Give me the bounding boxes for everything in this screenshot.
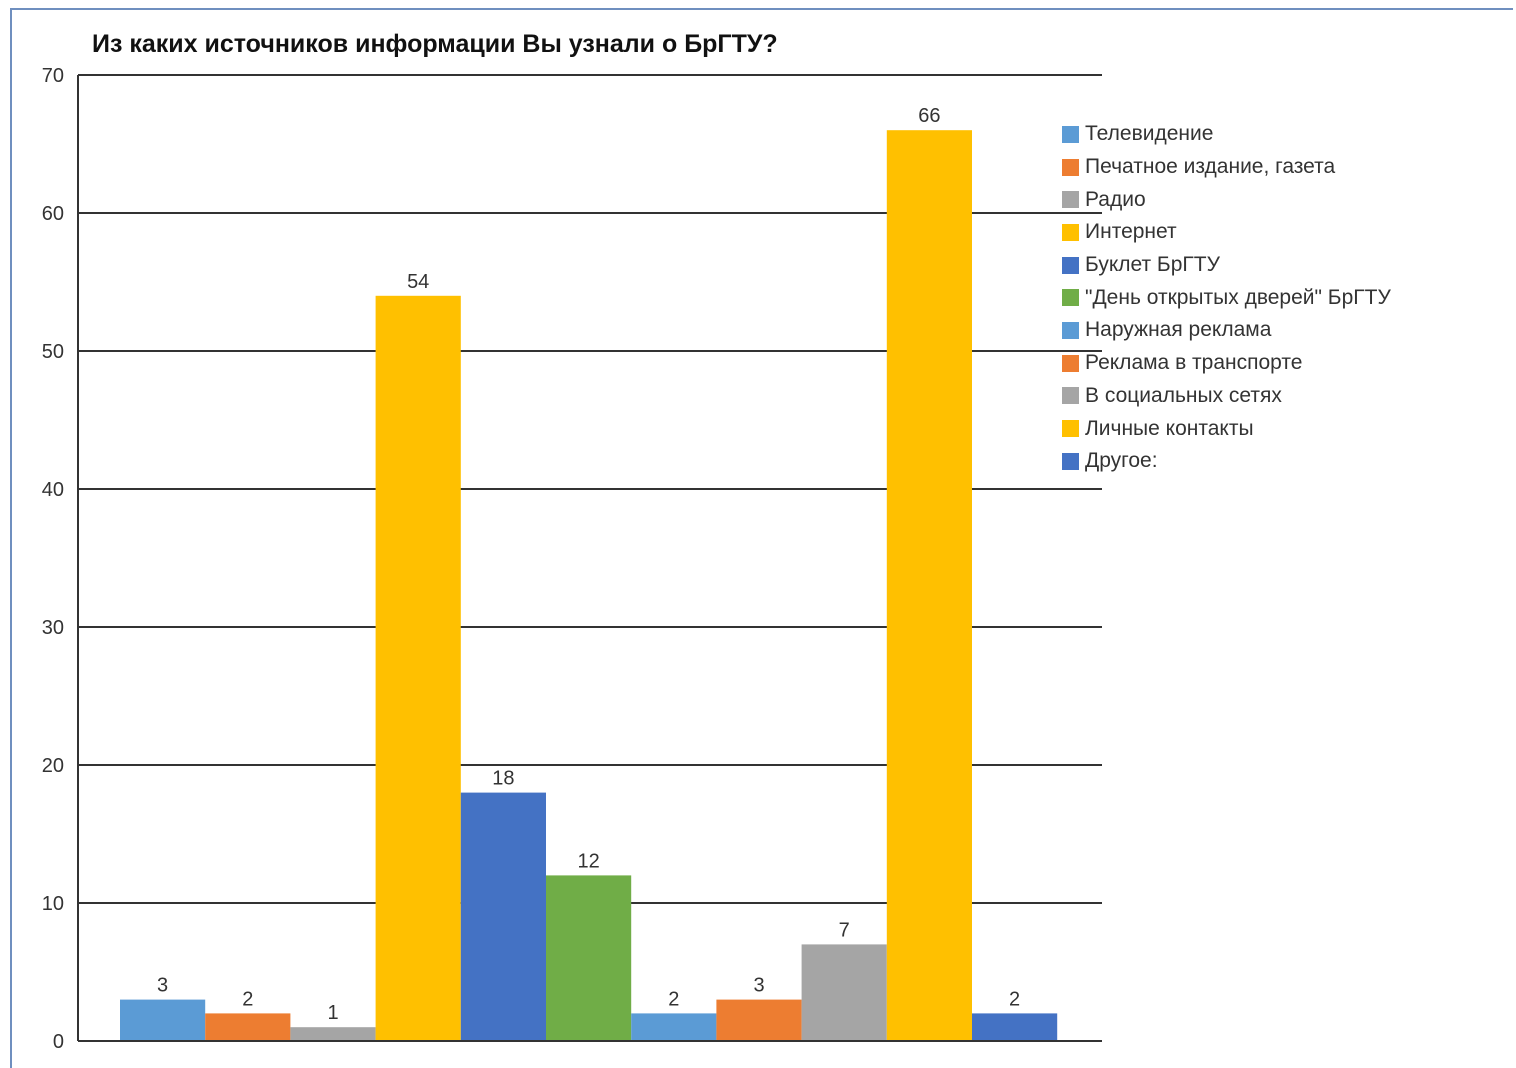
bar bbox=[972, 1013, 1058, 1041]
bar bbox=[205, 1013, 291, 1041]
legend-swatch bbox=[1062, 321, 1079, 339]
legend-item: Интернет bbox=[1062, 216, 1391, 249]
y-tick-label: 70 bbox=[42, 65, 64, 87]
y-tick-label: 60 bbox=[42, 203, 64, 225]
legend-swatch bbox=[1062, 256, 1079, 274]
chart-frame bbox=[10, 8, 1513, 1068]
legend-label: Буклет БрГТУ bbox=[1085, 253, 1220, 277]
bar bbox=[886, 130, 972, 1041]
bar bbox=[375, 295, 461, 1041]
data-label: 2 bbox=[242, 988, 253, 1010]
legend-swatch bbox=[1062, 387, 1079, 405]
legend-label: Печатное издание, газета bbox=[1085, 155, 1336, 179]
chart-legend: Телевидение Печатное издание, газета Радио… bbox=[1062, 118, 1391, 478]
data-label: 3 bbox=[753, 975, 764, 997]
bar bbox=[801, 944, 887, 1041]
legend-item: Другое: bbox=[1062, 445, 1391, 478]
legend-label: Реклама в транспорте bbox=[1085, 351, 1303, 375]
bar bbox=[631, 1013, 717, 1041]
legend-label: В социальных сетях bbox=[1085, 383, 1282, 407]
data-label: 3 bbox=[157, 975, 168, 997]
data-label: 12 bbox=[577, 850, 599, 872]
bar bbox=[546, 875, 632, 1041]
legend-swatch bbox=[1062, 420, 1079, 438]
legend-item: Телевидение bbox=[1062, 118, 1391, 151]
bar bbox=[120, 999, 206, 1041]
y-tick-label: 0 bbox=[53, 1031, 64, 1053]
data-label: 66 bbox=[918, 105, 940, 127]
y-tick-label: 20 bbox=[42, 755, 64, 777]
chart-title: Из каких источников информации Вы узнали… bbox=[92, 30, 778, 58]
y-tick-label: 30 bbox=[42, 617, 64, 639]
legend-item: Печатное издание, газета bbox=[1062, 151, 1391, 184]
data-label: 18 bbox=[492, 768, 514, 790]
legend-item: Радио bbox=[1062, 183, 1391, 216]
legend-label: Личные контакты bbox=[1085, 416, 1254, 440]
legend-label: "День открытых дверей" БрГТУ bbox=[1085, 285, 1391, 309]
legend-swatch bbox=[1062, 289, 1079, 307]
legend-item: Наружная реклама bbox=[1062, 314, 1391, 347]
legend-swatch bbox=[1062, 223, 1079, 241]
legend-label: Наружная реклама bbox=[1085, 318, 1272, 342]
data-label: 2 bbox=[668, 988, 679, 1010]
bar bbox=[716, 999, 802, 1041]
legend-swatch bbox=[1062, 158, 1079, 176]
data-label: 2 bbox=[1009, 988, 1020, 1010]
legend-swatch bbox=[1062, 354, 1079, 372]
y-tick-label: 50 bbox=[42, 341, 64, 363]
legend-swatch bbox=[1062, 125, 1079, 143]
data-label: 54 bbox=[407, 271, 429, 293]
legend-swatch bbox=[1062, 452, 1079, 470]
legend-item: В социальных сетях bbox=[1062, 380, 1391, 413]
bar bbox=[290, 1027, 376, 1041]
y-tick-label: 40 bbox=[42, 479, 64, 501]
data-label: 1 bbox=[327, 1002, 338, 1024]
legend-item: Реклама в транспорте bbox=[1062, 347, 1391, 380]
legend-swatch bbox=[1062, 191, 1079, 209]
legend-label: Телевидение bbox=[1085, 122, 1214, 146]
legend-label: Радио bbox=[1085, 187, 1146, 211]
legend-item: "День открытых дверей" БрГТУ bbox=[1062, 281, 1391, 314]
legend-item: Личные контакты bbox=[1062, 412, 1391, 445]
legend-label: Интернет bbox=[1085, 220, 1177, 244]
legend-item: Буклет БрГТУ bbox=[1062, 249, 1391, 282]
legend-label: Другое: bbox=[1085, 449, 1158, 473]
data-label: 7 bbox=[839, 919, 850, 941]
y-tick-label: 10 bbox=[42, 893, 64, 915]
bar bbox=[460, 792, 546, 1041]
